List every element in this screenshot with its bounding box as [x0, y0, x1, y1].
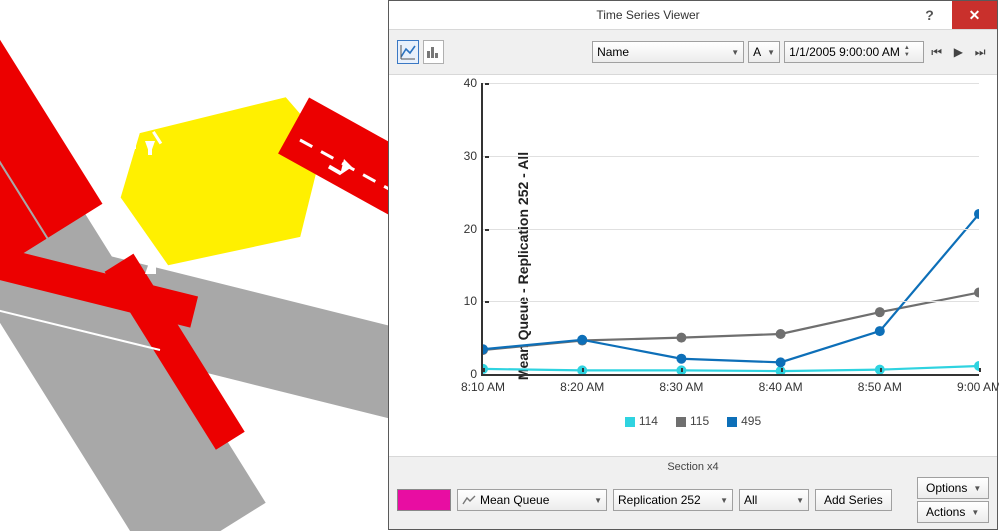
y-tick: 30 [464, 149, 483, 163]
series-marker [676, 333, 686, 343]
series-color-well[interactable] [397, 489, 451, 511]
play-button[interactable]: ▶ [949, 42, 967, 62]
datetime-spinner[interactable]: 1/1/2005 9:00:00 AM ▲▼ [784, 41, 924, 63]
plot-outer: 0102030408:10 AM8:20 AM8:30 AM8:40 AM8:5… [457, 83, 979, 396]
series-marker [875, 326, 885, 336]
help-button[interactable]: ? [907, 1, 952, 29]
section-label: Section x4 [397, 461, 989, 473]
add-series-button[interactable]: Add Series [815, 489, 892, 511]
x-tick: 8:10 AM [461, 374, 505, 394]
legend-swatch [625, 417, 635, 427]
x-tick: 8:50 AM [858, 374, 902, 394]
measure-dropdown[interactable]: Mean Queue ▼ [457, 489, 607, 511]
scope-dropdown[interactable]: All ▼ [739, 489, 809, 511]
actions-label: Actions [926, 505, 965, 519]
y-tick: 10 [464, 294, 483, 308]
x-tick: 9:00 AM [957, 374, 999, 394]
name-dropdown-label: Name [597, 45, 629, 59]
x-tick: 8:20 AM [560, 374, 604, 394]
line-chart-icon [400, 44, 416, 60]
datetime-value: 1/1/2005 9:00:00 AM [789, 45, 900, 59]
name-dropdown[interactable]: Name ▼ [592, 41, 744, 63]
line-chart-icon [462, 494, 476, 506]
y-tick: 40 [464, 76, 483, 90]
actions-button[interactable]: Actions▼ [917, 501, 989, 523]
time-series-window: Time Series Viewer ? ✕ Name ▼ A ▼ [388, 0, 998, 530]
replication-dropdown[interactable]: Replication 252 ▼ [613, 489, 733, 511]
skip-first-button[interactable]: ⏮ [928, 42, 946, 62]
series-marker [875, 307, 885, 317]
series-marker [483, 344, 488, 354]
legend-swatch [676, 417, 686, 427]
bar-chart-icon [425, 44, 441, 60]
options-button[interactable]: Options▼ [917, 477, 989, 499]
measure-dropdown-label: Mean Queue [480, 493, 549, 507]
a-dropdown[interactable]: A ▼ [748, 41, 780, 63]
plot: 0102030408:10 AM8:20 AM8:30 AM8:40 AM8:5… [481, 83, 979, 376]
series-marker [676, 354, 686, 364]
replication-dropdown-label: Replication 252 [618, 493, 701, 507]
chart-legend: 114 115 495 [389, 414, 997, 428]
series-marker [974, 288, 979, 298]
titlebar: Time Series Viewer ? ✕ [389, 1, 997, 30]
line-chart-mode-button[interactable] [397, 40, 419, 64]
close-button[interactable]: ✕ [952, 1, 997, 29]
series-line [483, 366, 979, 371]
y-tick: 20 [464, 222, 483, 236]
window-title: Time Series Viewer [389, 1, 907, 29]
add-series-label: Add Series [824, 493, 883, 507]
bar-chart-mode-button[interactable] [423, 40, 445, 64]
series-marker [577, 335, 587, 345]
options-label: Options [926, 481, 967, 495]
series-marker [776, 329, 786, 339]
legend-swatch [727, 417, 737, 427]
scope-dropdown-label: All [744, 493, 757, 507]
legend-item: 115 [676, 414, 709, 428]
x-tick: 8:40 AM [759, 374, 803, 394]
skip-last-button[interactable]: ⏭ [971, 42, 989, 62]
chart-area: Mean Queue - Replication 252 - All 01020… [389, 75, 997, 456]
bottom-controls: Section x4 Mean Queue ▼ Replication 252 … [389, 456, 997, 529]
legend-item: 495 [727, 414, 761, 428]
series-line [483, 214, 979, 362]
legend-item: 114 [625, 414, 658, 428]
toolbar: Name ▼ A ▼ 1/1/2005 9:00:00 AM ▲▼ ⏮ ▶ ⏭ [389, 30, 997, 75]
series-marker [776, 357, 786, 367]
a-dropdown-label: A [753, 45, 761, 59]
x-tick: 8:30 AM [659, 374, 703, 394]
